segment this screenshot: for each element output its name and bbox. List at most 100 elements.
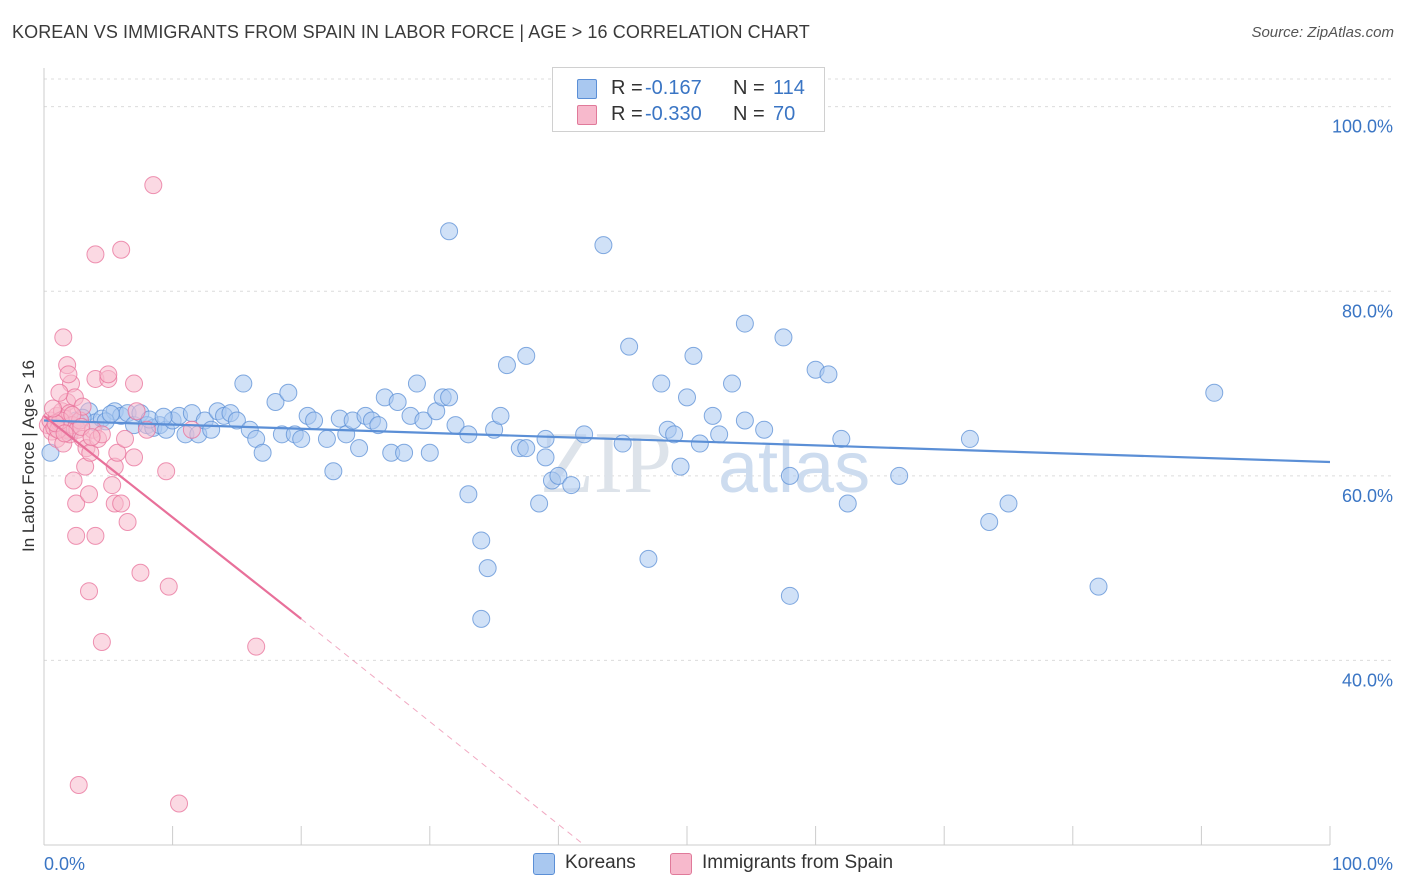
- korean-point: [890, 466, 909, 485]
- spain-point: [92, 632, 111, 651]
- x-tick-label: 100.0%: [1332, 854, 1393, 874]
- korean-point: [690, 434, 709, 453]
- korean-point: [723, 374, 742, 393]
- korean-point: [350, 439, 369, 458]
- spain-point: [108, 443, 127, 462]
- y-tick-label: 80.0%: [1342, 301, 1393, 321]
- korean-point: [838, 494, 857, 513]
- korean-point: [440, 388, 459, 407]
- korean-point: [536, 429, 555, 448]
- korean-point: [832, 429, 851, 448]
- korean-point: [407, 374, 426, 393]
- bottom-legend-swatch-koreans: [533, 853, 555, 875]
- spain-point: [69, 776, 88, 795]
- legend-swatch-spain: [577, 105, 597, 125]
- korean-point: [735, 411, 754, 430]
- korean-point: [414, 411, 433, 430]
- korean-point: [101, 405, 120, 424]
- korean-point: [395, 443, 414, 462]
- korean-point: [780, 586, 799, 605]
- korean-point: [234, 374, 253, 393]
- trend-layer: [43, 414, 1331, 846]
- korean-trend-line: [43, 419, 1331, 464]
- korean-point: [1205, 383, 1224, 402]
- korean-point: [517, 439, 536, 458]
- korean-point: [678, 388, 696, 407]
- legend-row-koreans: R = -0.167 N = 114: [553, 75, 824, 101]
- y-tick-label: 40.0%: [1342, 670, 1393, 690]
- chart-title: KOREAN VS IMMIGRANTS FROM SPAIN IN LABOR…: [12, 22, 810, 42]
- korean-point: [530, 494, 549, 513]
- legend-n-label: N =: [733, 103, 765, 125]
- korean-point: [154, 407, 173, 426]
- spain-point: [44, 399, 63, 418]
- korean-point: [517, 346, 536, 365]
- grid-layer: [44, 78, 1393, 661]
- y-axis-label: In Labor Force | Age > 16: [19, 360, 38, 552]
- spain-trend-line: [43, 414, 302, 620]
- spain-point: [82, 428, 101, 447]
- spain-point: [116, 429, 135, 448]
- bottom-legend-label: Immigrants from Spain: [702, 852, 894, 873]
- spain-point: [86, 526, 105, 545]
- bottom-legend-label: Koreans: [565, 852, 636, 873]
- axis-layer: 40.0% 60.0% 80.0% 100.0% 0.0% 100.0%: [43, 68, 1393, 874]
- y-tick-label: 60.0%: [1342, 486, 1393, 506]
- spain-point: [170, 794, 189, 813]
- points-layer: [38, 176, 1224, 813]
- legend-n-value: 114: [773, 77, 805, 99]
- korean-point: [960, 429, 979, 448]
- korean-point: [497, 356, 516, 375]
- spain-point: [157, 462, 176, 481]
- legend-r-value: -0.330: [645, 103, 702, 125]
- korean-point: [549, 466, 568, 485]
- korean-point: [472, 609, 491, 628]
- korean-point: [324, 462, 343, 481]
- bottom-legend-swatch-spain: [670, 853, 692, 875]
- spain-point: [125, 374, 144, 393]
- korean-point: [420, 443, 439, 462]
- korean-point: [620, 337, 639, 356]
- korean-point: [613, 434, 632, 453]
- spain-point: [86, 245, 105, 264]
- spain-point: [112, 240, 131, 259]
- spain-point: [103, 476, 122, 495]
- spain-point: [99, 365, 118, 384]
- spain-point: [125, 448, 144, 467]
- legend-n-value: 70: [773, 103, 796, 125]
- korean-point: [999, 494, 1018, 513]
- korean-point: [369, 416, 388, 435]
- spain-point: [63, 405, 82, 424]
- spain-point: [182, 420, 201, 439]
- korean-point: [684, 346, 703, 365]
- chart-source: Source: ZipAtlas.com: [1251, 24, 1394, 41]
- legend-r-label: R =: [611, 103, 643, 125]
- korean-point: [755, 420, 774, 439]
- spain-point: [127, 402, 146, 421]
- spain-point: [59, 365, 78, 384]
- korean-point: [774, 328, 793, 347]
- korean-point: [703, 406, 722, 425]
- korean-point: [459, 485, 478, 504]
- legend-swatch-koreans: [577, 79, 597, 99]
- korean-point: [266, 393, 285, 412]
- x-tick-label: 0.0%: [44, 854, 85, 874]
- korean-point: [671, 457, 690, 476]
- korean-point: [575, 425, 594, 444]
- spain-trend-extension: [300, 618, 585, 846]
- korean-point: [710, 425, 729, 444]
- spain-point: [118, 512, 137, 531]
- spain-point: [67, 494, 86, 513]
- spain-point: [67, 526, 86, 545]
- watermark-zip: ZIP: [540, 415, 672, 512]
- legend-r-label: R =: [611, 77, 643, 99]
- korean-point: [980, 512, 999, 531]
- correlation-legend: R = -0.167 N = 114 R = -0.330 N = 70: [552, 67, 825, 132]
- korean-point: [227, 411, 246, 430]
- korean-point: [202, 420, 221, 439]
- korean-point: [491, 406, 510, 425]
- spain-point: [131, 563, 150, 582]
- korean-point: [388, 393, 407, 412]
- legend-row-spain: R = -0.330 N = 70: [553, 101, 824, 127]
